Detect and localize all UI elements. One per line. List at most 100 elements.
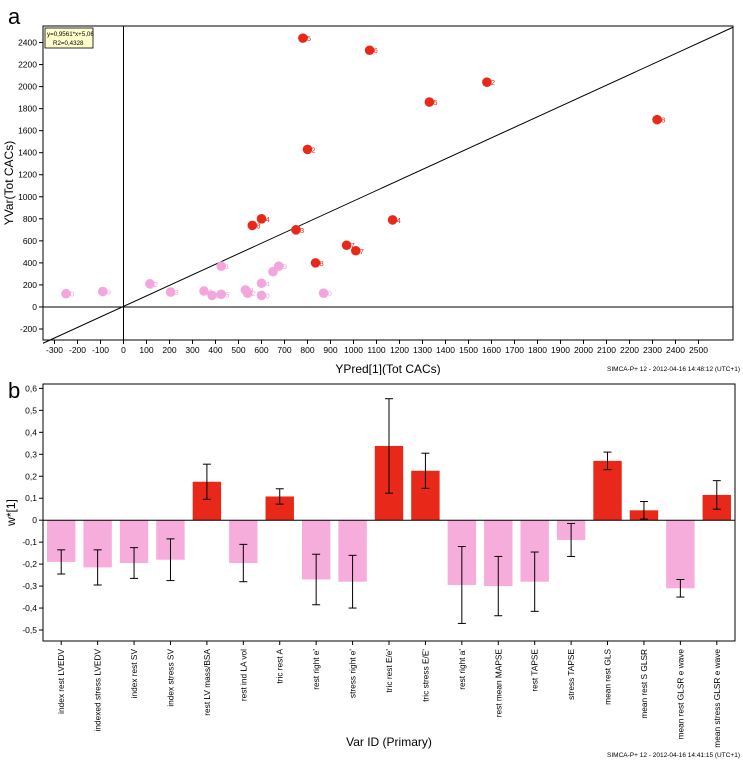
x-tick-label: 1800 <box>528 345 547 355</box>
point-label: 8 <box>256 221 260 230</box>
data-point <box>310 258 321 268</box>
bar <box>593 460 622 521</box>
x-tick-label: 0 <box>121 345 126 355</box>
y-tick-label: 0,5 <box>25 405 37 415</box>
category-label: tric rest E/e' <box>384 649 394 693</box>
category-label: rest right e' <box>311 649 321 690</box>
data-point <box>318 288 329 298</box>
y-tick-label: 2400 <box>18 38 37 48</box>
point-label: 4 <box>397 216 401 225</box>
y-tick-label: -0,2 <box>22 559 37 569</box>
category-label: rest LV mass/BSA <box>202 649 212 716</box>
footer-timestamp: SIMCA-P+ 12 - 2012-04-16 14:41:15 (UTC+1… <box>607 752 740 759</box>
data-point <box>98 286 108 297</box>
x-axis-title: Var ID (Primary) <box>346 735 432 749</box>
data-point <box>273 261 284 271</box>
point-label: 0 <box>328 289 332 298</box>
x-tick-label: 500 <box>231 345 245 355</box>
point-label: 5 <box>225 290 229 299</box>
y-tick-label: 0,4 <box>25 427 37 437</box>
regression-line <box>42 26 734 344</box>
x-tick-label: 100 <box>139 345 153 355</box>
y-tick-label: 0,1 <box>25 493 37 503</box>
equation-text: y=0,9561*x+5,06 <box>47 31 94 38</box>
y-tick-label: 1800 <box>18 104 37 114</box>
data-point <box>482 77 492 87</box>
category-label: rest mean MAPSE <box>493 649 503 718</box>
category-label: mean rest GLSR e wave <box>675 649 685 740</box>
x-tick-label: 1700 <box>505 345 524 355</box>
bar <box>265 496 294 521</box>
data-point <box>256 278 267 289</box>
x-tick-label: 2300 <box>643 345 662 355</box>
x-tick-label: 200 <box>162 345 176 355</box>
data-point <box>207 290 217 301</box>
data-point <box>341 240 352 251</box>
category-label: stress right e' <box>348 649 358 698</box>
y-axis-title: w*[1] <box>4 499 18 527</box>
category-label: tric rest A <box>275 649 285 684</box>
point-label: 2 <box>154 280 158 289</box>
data-point <box>256 214 267 224</box>
data-point <box>199 286 209 296</box>
category-label: index stress SV <box>165 649 175 707</box>
y-tick-label: 1400 <box>18 148 37 158</box>
data-point <box>165 287 176 297</box>
scatter-chart: a-300 -200 -100 0 100 200 300 400 500 600 700 800 90… <box>2 4 740 375</box>
bar-chart: b 0,6 0,5 0,4 0,3 0,2 0,1 0 -0,1 -0,2 -0,3 -0,4 -0,5… <box>4 378 740 759</box>
y-tick-label: 0,2 <box>25 471 37 481</box>
category-label: rest TAPSE <box>530 649 540 692</box>
y-tick-label: 600 <box>23 236 37 246</box>
category-label: mean rest S GLSR <box>639 649 649 719</box>
x-tick-label: 1200 <box>390 345 409 355</box>
y-tick-label: 0 <box>32 302 37 312</box>
x-tick-label: -100 <box>92 345 109 355</box>
y-tick-label: -0,5 <box>22 625 37 635</box>
equation-box-background <box>44 27 94 49</box>
y-tick-label: 2200 <box>18 60 37 70</box>
x-tick-label: -200 <box>69 345 86 355</box>
x-tick-label: 1500 <box>459 345 478 355</box>
x-tick-label: -300 <box>46 345 63 355</box>
category-label: rest right a' <box>457 649 467 690</box>
x-tick-label: 300 <box>185 345 199 355</box>
x-tick-label: 900 <box>323 345 337 355</box>
point-label: 6 <box>374 46 378 55</box>
point-label: 9 <box>283 262 287 271</box>
point-label: 0 <box>266 291 270 300</box>
x-tick-label: 1600 <box>482 345 501 355</box>
x-tick-label: 1100 <box>367 345 386 355</box>
x-tick-label: 2000 <box>574 345 593 355</box>
x-tick-label: 2100 <box>597 345 616 355</box>
plot-frame <box>42 25 734 341</box>
y-tick-label: -200 <box>20 324 37 334</box>
point-label: 3 <box>300 226 304 235</box>
data-point <box>61 288 71 299</box>
category-label: index rest SV <box>129 649 139 699</box>
data-point <box>298 33 308 43</box>
y-tick-label: 1200 <box>18 170 37 180</box>
panel-letter: a <box>8 4 21 29</box>
category-label: stress TAPSE <box>566 649 576 700</box>
y-tick-label: 0,6 <box>25 383 37 393</box>
footer-timestamp: SIMCA-P+ 12 - 2012-04-16 14:48:12 (UTC+1… <box>607 366 740 373</box>
panel-letter: b <box>8 378 20 403</box>
point-label: 4 <box>266 215 270 224</box>
x-tick-label: 800 <box>300 345 314 355</box>
data-point <box>216 261 227 271</box>
y-tick-label: 2000 <box>18 82 37 92</box>
x-tick-label: 1400 <box>436 345 455 355</box>
y-tick-label: -0,4 <box>22 603 37 613</box>
point-label: 7 <box>351 241 355 250</box>
data-point <box>387 215 398 225</box>
x-tick-label: 600 <box>254 345 268 355</box>
x-tick-label: 700 <box>277 345 291 355</box>
y-tick-label: 800 <box>23 214 37 224</box>
data-point <box>145 279 155 289</box>
point-label: 3 <box>175 288 179 297</box>
point-label: 9 <box>107 288 111 297</box>
data-point <box>216 289 227 300</box>
point-label: 5 <box>433 98 437 107</box>
category-label: rest ind LA vol <box>238 649 248 701</box>
data-point <box>652 114 662 125</box>
